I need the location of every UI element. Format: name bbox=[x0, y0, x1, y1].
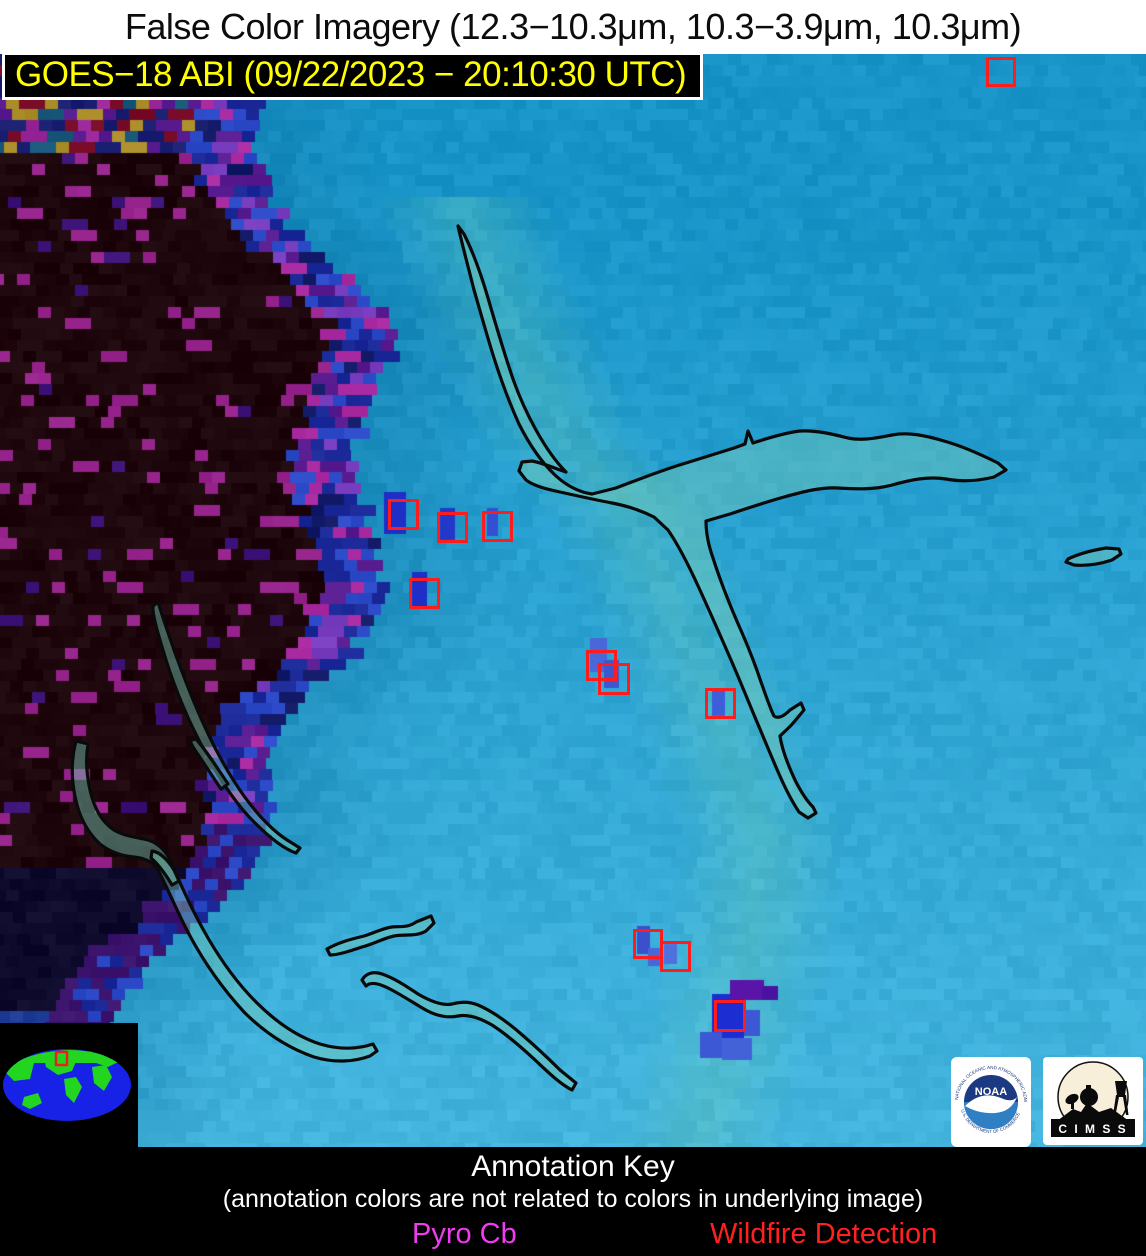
cimss-logo: C I M S S bbox=[1043, 1057, 1143, 1145]
annotation-key-note: (annotation colors are not related to co… bbox=[222, 1185, 924, 1213]
noaa-wordmark: NOAA bbox=[975, 1086, 1007, 1098]
noaa-bird-icon bbox=[965, 1095, 1017, 1114]
legend-pyro-cb: Pyro Cb bbox=[412, 1218, 517, 1250]
false-color-imagery-canvas bbox=[0, 54, 1146, 1147]
cimss-observatory-icon bbox=[1057, 1081, 1129, 1121]
global-coverage-inset-map bbox=[0, 1023, 138, 1147]
annotation-key-title: Annotation Key bbox=[471, 1150, 675, 1183]
legend-wildfire-detection: Wildfire Detection bbox=[710, 1218, 938, 1250]
noaa-logo: NOAA NATIONAL OCEANIC AND ATMOSPHERIC AD… bbox=[951, 1057, 1031, 1147]
page-title: False Color Imagery (12.3−10.3μm, 10.3−3… bbox=[124, 6, 1022, 47]
title-bar: False Color Imagery (12.3−10.3μm, 10.3−3… bbox=[0, 0, 1146, 54]
timestamp-banner: GOES−18 ABI (09/22/2023 − 20:10:30 UTC) bbox=[2, 52, 704, 100]
annotation-key: Annotation Key (annotation colors are no… bbox=[0, 1147, 1146, 1256]
satellite-image-area bbox=[0, 54, 1146, 1147]
timestamp-text: GOES−18 ABI (09/22/2023 − 20:10:30 UTC) bbox=[15, 55, 687, 94]
annotation-key-legend: Pyro Cb Wildfire Detection bbox=[0, 1214, 1146, 1254]
current-view-marker bbox=[54, 1050, 69, 1067]
cimss-wordmark: C I M S S bbox=[1058, 1122, 1127, 1136]
